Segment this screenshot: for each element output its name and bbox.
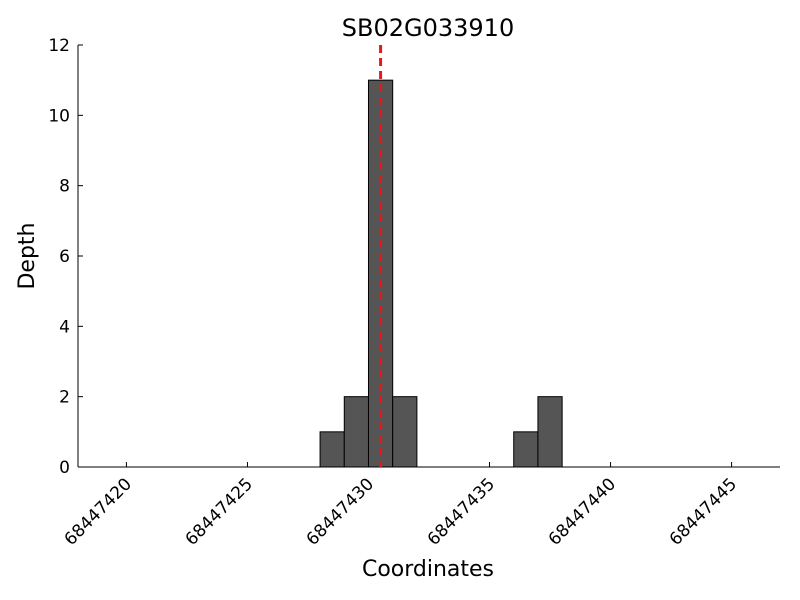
y-tick-label: 2 bbox=[59, 388, 70, 408]
x-tick-label: 68447445 bbox=[666, 474, 741, 549]
x-tick-label: 68447430 bbox=[303, 474, 378, 549]
y-tick-label: 0 bbox=[59, 458, 70, 478]
chart-title: SB02G033910 bbox=[342, 14, 514, 42]
bar bbox=[319, 431, 345, 468]
x-tick-label: 68447440 bbox=[545, 474, 620, 549]
y-tick-label: 8 bbox=[59, 177, 70, 197]
y-axis-label: Depth bbox=[15, 222, 40, 289]
bar bbox=[343, 396, 369, 468]
y-tick-label: 10 bbox=[48, 106, 70, 126]
bar bbox=[513, 431, 539, 468]
bar bbox=[392, 396, 418, 468]
y-tick-label: 4 bbox=[59, 317, 70, 337]
y-tick-label: 6 bbox=[59, 247, 70, 267]
x-tick-label: 68447425 bbox=[182, 474, 257, 549]
x-tick-label: 68447435 bbox=[424, 474, 499, 549]
x-tick-label: 68447420 bbox=[61, 474, 136, 549]
y-tick-label: 12 bbox=[48, 36, 70, 56]
x-axis-label: Coordinates bbox=[362, 557, 494, 582]
bar bbox=[537, 396, 563, 468]
